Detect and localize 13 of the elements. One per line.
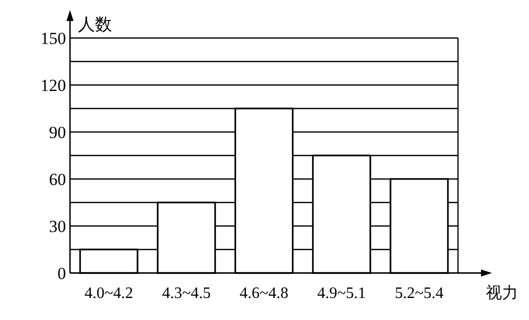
- x-tick-label: 4.3~4.5: [162, 285, 211, 302]
- x-axis-title: 视力: [486, 284, 518, 302]
- y-tick-label: 60: [49, 170, 66, 189]
- y-tick-label: 120: [40, 76, 66, 95]
- x-tick-label: 4.9~5.1: [317, 285, 366, 302]
- x-tick-label: 5.2~5.4: [394, 285, 444, 302]
- y-tick-label: 30: [49, 217, 66, 236]
- y-tick-label: 90: [49, 123, 66, 142]
- x-tick-label: 4.0~4.2: [84, 285, 134, 302]
- y-tick-label: 150: [40, 29, 66, 48]
- y-axis-title: 人数: [78, 15, 112, 34]
- y-tick-label: 0: [58, 264, 66, 283]
- x-tick-label: 4.6~4.8: [240, 285, 288, 302]
